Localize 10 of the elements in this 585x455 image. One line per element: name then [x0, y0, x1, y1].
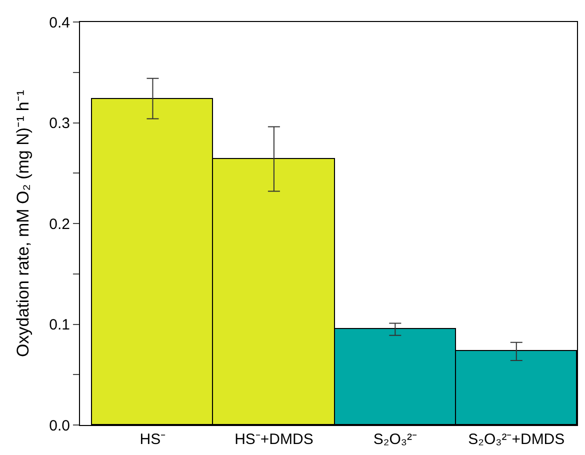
- y-tick-label: 0.4: [49, 14, 70, 32]
- x-tick-label: HS⁻+DMDS: [234, 431, 314, 448]
- y-tick-label: 0.0: [49, 417, 70, 434]
- y-tick-label: 0.3: [49, 115, 70, 132]
- x-tick-label: S₂O₃²⁻+DMDS: [468, 431, 565, 448]
- x-tick-label: HS⁻: [140, 431, 166, 448]
- y-tick-label: 0.2: [49, 216, 70, 233]
- y-axis-title: Oxydation rate, mM O₂ (mg N)⁻¹ h⁻¹: [14, 90, 33, 358]
- x-tick-label: S₂O₃²⁻: [373, 431, 417, 448]
- y-tick-label: 0.1: [49, 316, 70, 334]
